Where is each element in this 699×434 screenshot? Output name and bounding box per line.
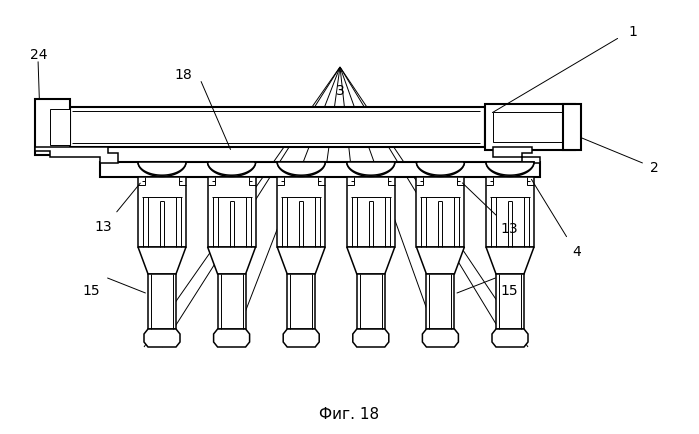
Polygon shape — [138, 247, 186, 274]
Bar — [485, 105, 575, 151]
Bar — [278, 178, 325, 247]
Text: 15: 15 — [500, 283, 518, 297]
Bar — [493, 113, 563, 143]
Polygon shape — [278, 163, 325, 176]
Polygon shape — [492, 329, 528, 347]
Bar — [426, 274, 454, 329]
Text: 24: 24 — [30, 48, 48, 62]
Polygon shape — [138, 163, 186, 177]
Bar — [208, 178, 256, 247]
Polygon shape — [208, 163, 256, 176]
Polygon shape — [353, 329, 389, 347]
Text: 3: 3 — [336, 84, 345, 98]
Bar — [347, 178, 395, 247]
Polygon shape — [208, 163, 256, 177]
Bar — [496, 274, 524, 329]
Text: 2: 2 — [650, 161, 658, 174]
Text: 15: 15 — [82, 283, 100, 297]
Bar — [60, 108, 485, 148]
Bar — [287, 274, 315, 329]
Bar — [356, 274, 385, 329]
Text: 13: 13 — [94, 220, 112, 233]
Bar — [486, 178, 534, 247]
Polygon shape — [486, 163, 534, 176]
Bar — [148, 274, 176, 329]
Polygon shape — [486, 247, 534, 274]
Bar — [100, 163, 540, 178]
Polygon shape — [35, 148, 118, 164]
Text: Фиг. 18: Фиг. 18 — [319, 407, 379, 421]
Polygon shape — [208, 247, 256, 274]
Text: 1: 1 — [628, 25, 637, 39]
Bar — [217, 274, 245, 329]
Polygon shape — [278, 163, 325, 177]
Polygon shape — [347, 247, 395, 274]
Polygon shape — [138, 163, 186, 176]
Polygon shape — [347, 163, 395, 177]
Bar — [35, 100, 70, 156]
Polygon shape — [486, 163, 534, 177]
Bar — [138, 178, 186, 247]
Polygon shape — [493, 148, 540, 164]
Text: 13: 13 — [500, 221, 518, 236]
Polygon shape — [283, 329, 319, 347]
Text: 18: 18 — [174, 68, 192, 82]
Polygon shape — [214, 329, 250, 347]
Polygon shape — [417, 247, 464, 274]
Polygon shape — [417, 163, 464, 177]
Bar — [50, 110, 70, 146]
Bar — [417, 178, 464, 247]
Text: 4: 4 — [572, 244, 581, 258]
Polygon shape — [144, 329, 180, 347]
Bar — [563, 105, 581, 151]
Polygon shape — [347, 163, 395, 176]
Polygon shape — [422, 329, 459, 347]
Polygon shape — [278, 247, 325, 274]
Polygon shape — [417, 163, 464, 176]
